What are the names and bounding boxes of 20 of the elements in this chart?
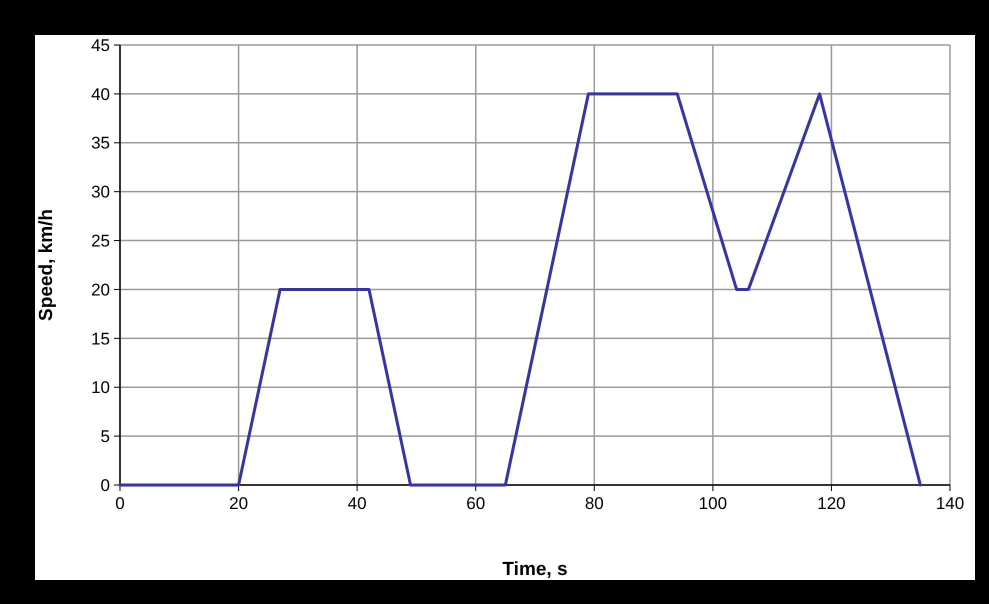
y-tick-label: 15 xyxy=(91,329,110,348)
y-tick-label: 30 xyxy=(91,182,110,202)
y-tick-label: 5 xyxy=(100,427,110,446)
x-tick-label: 60 xyxy=(466,494,486,513)
x-tick-label: 140 xyxy=(936,494,964,513)
x-tick-label: 0 xyxy=(115,494,125,513)
y-tick-label: 0 xyxy=(100,476,110,495)
y-tick-label: 25 xyxy=(91,232,110,251)
y-axis-title: Speed, km/h xyxy=(36,209,57,321)
x-tick-label: 80 xyxy=(584,494,604,513)
y-tick-label: 40 xyxy=(91,84,110,104)
x-tick-label: 20 xyxy=(229,494,248,513)
x-tick-label: 100 xyxy=(698,494,728,513)
y-tick-label: 35 xyxy=(91,134,110,153)
y-tick-label: 45 xyxy=(91,36,110,55)
x-tick-label: 120 xyxy=(817,494,846,513)
x-tick-label: 40 xyxy=(348,494,367,513)
y-tick-label: 10 xyxy=(91,378,110,398)
y-tick-label: 20 xyxy=(91,280,110,300)
x-axis-title: Time, s xyxy=(502,559,568,580)
